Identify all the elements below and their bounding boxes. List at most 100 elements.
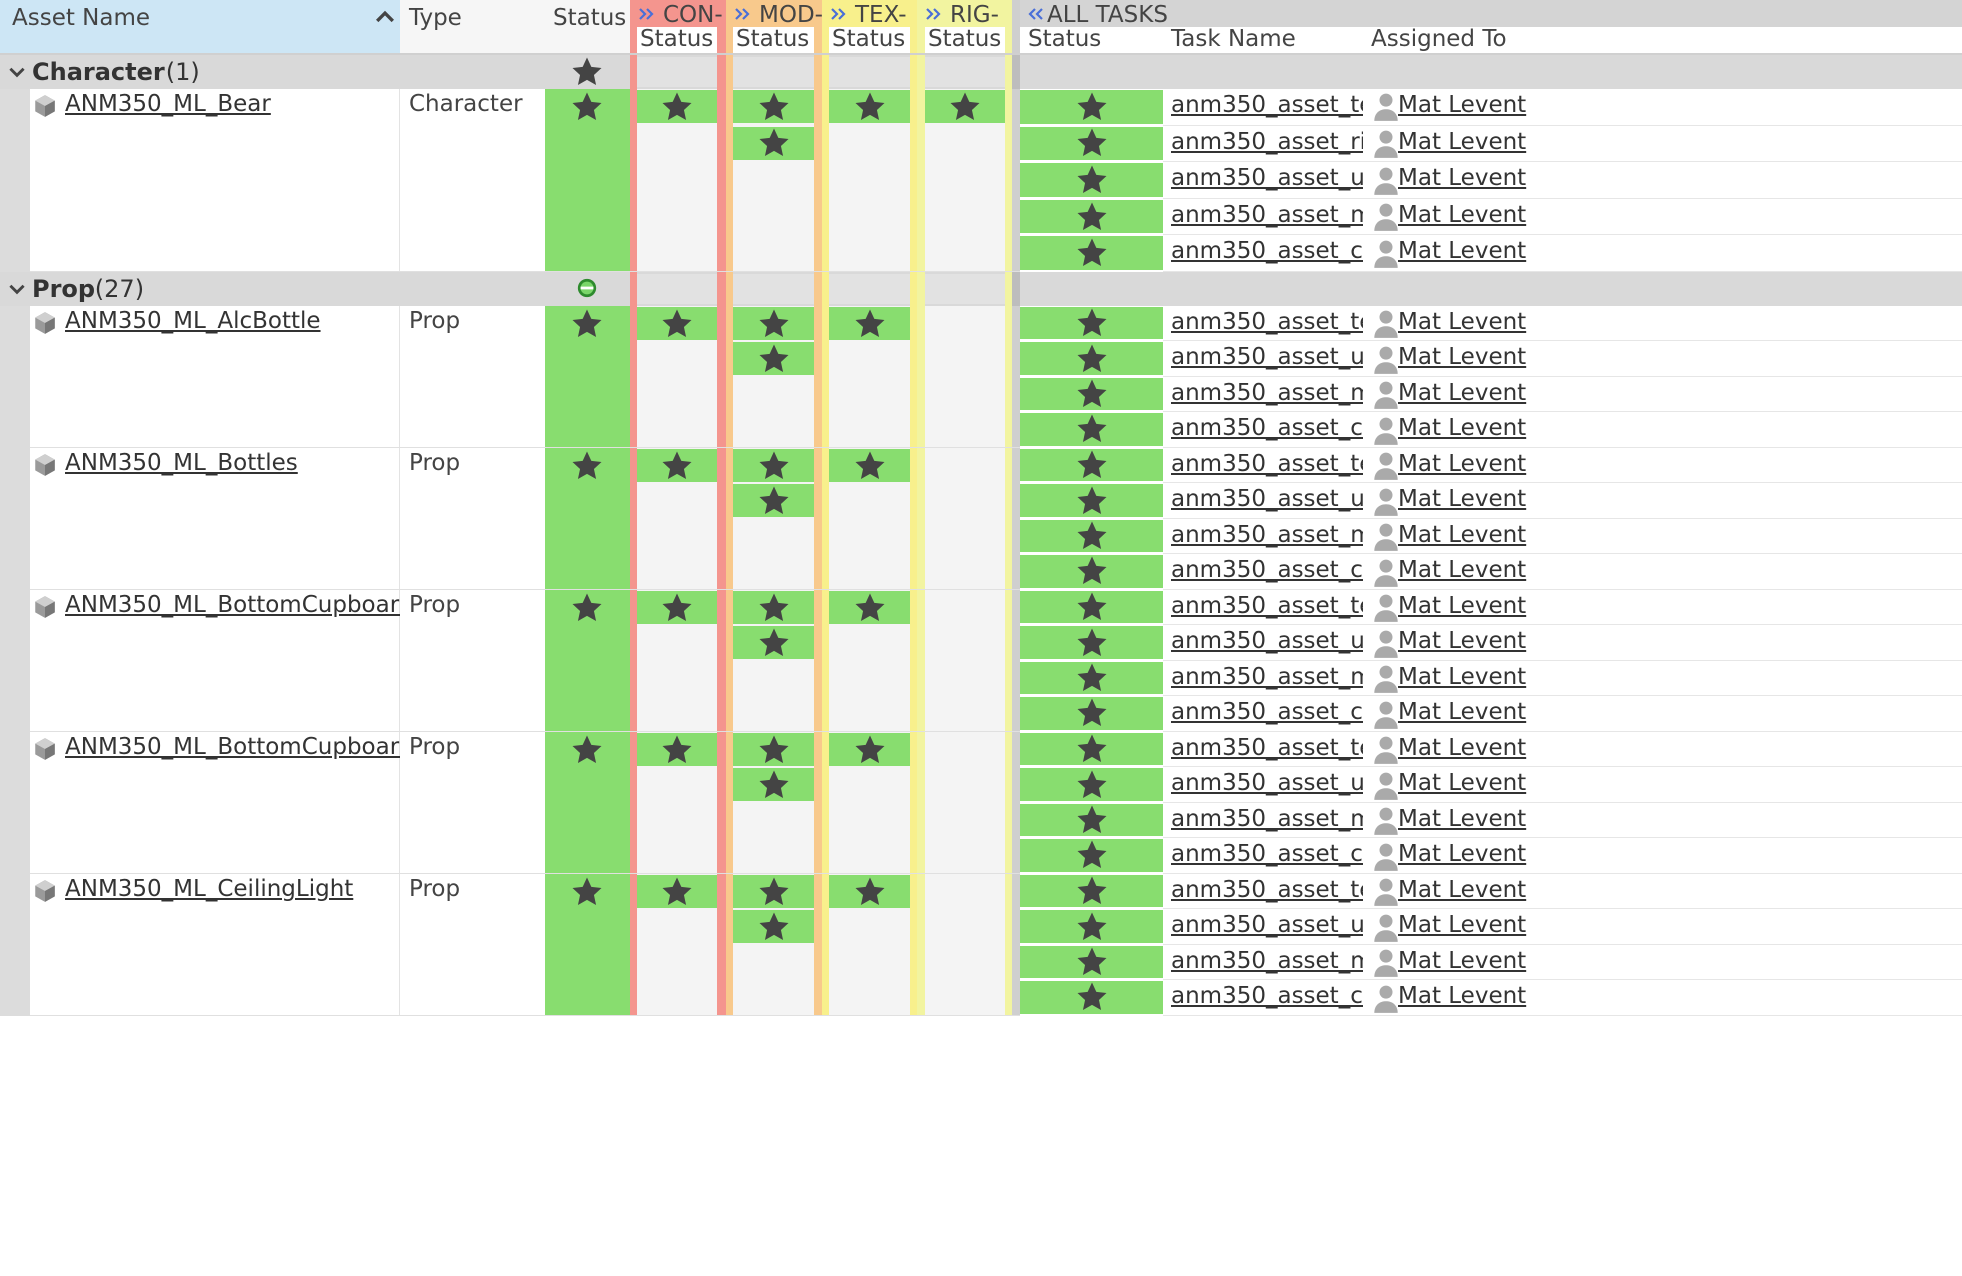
step-status-mod-extra[interactable]: [733, 910, 814, 944]
sort-ascending-icon[interactable]: [372, 4, 398, 30]
task-status-cell[interactable]: [1020, 626, 1163, 659]
task-status-cell[interactable]: [1020, 90, 1163, 124]
task-name-link[interactable]: anm350_asset_uv: [1171, 344, 1379, 371]
assignee-link[interactable]: Mat Levent: [1398, 451, 1527, 477]
collapse-tasks-icon[interactable]: [1024, 3, 1046, 25]
task-name-link[interactable]: anm350_asset_con: [1171, 557, 1392, 584]
assignee-link[interactable]: Mat Levent: [1398, 344, 1527, 371]
task-status-cell[interactable]: [1020, 733, 1163, 766]
step-status-mod-extra[interactable]: [733, 768, 814, 802]
assignee-link[interactable]: Mat Levent: [1398, 557, 1527, 584]
step-status-con[interactable]: [637, 307, 717, 340]
task-status-cell[interactable]: [1020, 591, 1163, 624]
task-status-cell[interactable]: [1020, 555, 1163, 588]
step-status-rig[interactable]: [925, 90, 1005, 123]
step-status-mod[interactable]: [733, 733, 814, 766]
asset-name-link[interactable]: ANM350_ML_BottomCupboard_01: [65, 592, 455, 618]
assignee-link[interactable]: Mat Levent: [1398, 201, 1527, 228]
step-status-tex[interactable]: [829, 591, 910, 624]
task-name-link[interactable]: anm350_asset_text: [1171, 593, 1396, 619]
step-status-tex[interactable]: [829, 733, 910, 766]
task-status-cell[interactable]: [1020, 839, 1163, 872]
task-name-link[interactable]: anm350_asset_text: [1171, 451, 1396, 477]
assignee-link[interactable]: Mat Levent: [1398, 912, 1527, 939]
task-status-cell[interactable]: [1020, 803, 1163, 837]
task-name-link[interactable]: anm350_asset_text: [1171, 877, 1396, 903]
pipeline-step-status-header[interactable]: [925, 27, 1005, 54]
step-status-mod[interactable]: [733, 307, 814, 340]
assignee-link[interactable]: Mat Levent: [1398, 593, 1527, 619]
assignee-link[interactable]: Mat Levent: [1398, 92, 1527, 118]
pipeline-step-status-header[interactable]: [829, 27, 910, 54]
asset-name-link[interactable]: ANM350_ML_CeilingLight: [65, 876, 354, 902]
step-status-con[interactable]: [637, 90, 717, 123]
step-status-mod-extra[interactable]: [733, 484, 814, 518]
assignee-link[interactable]: Mat Levent: [1398, 128, 1527, 155]
task-name-link[interactable]: anm350_asset_uv: [1171, 770, 1379, 797]
assignee-link[interactable]: Mat Levent: [1398, 947, 1527, 974]
step-status-tex[interactable]: [829, 307, 910, 340]
step-status-tex[interactable]: [829, 90, 910, 123]
asset-name-cell[interactable]: [30, 448, 400, 590]
step-status-con[interactable]: [637, 733, 717, 766]
task-name-link[interactable]: anm350_asset_rig: [1171, 128, 1381, 155]
assignee-link[interactable]: Mat Levent: [1398, 165, 1527, 192]
asset-name-cell[interactable]: [30, 732, 400, 874]
task-status-cell[interactable]: [1020, 981, 1163, 1014]
task-status-cell[interactable]: [1020, 307, 1163, 340]
asset-name-cell[interactable]: [30, 874, 400, 1016]
task-status-cell[interactable]: [1020, 236, 1163, 270]
step-status-mod-extra[interactable]: [733, 342, 814, 376]
assignee-link[interactable]: Mat Levent: [1398, 379, 1527, 406]
task-name-link[interactable]: anm350_asset_m...: [1171, 947, 1395, 974]
chevron-down-icon[interactable]: [6, 278, 28, 300]
asset-name-cell[interactable]: [30, 590, 400, 732]
asset-name-link[interactable]: ANM350_ML_AlcBottle: [65, 308, 321, 334]
step-status-tex[interactable]: [829, 875, 910, 908]
asset-name-link[interactable]: ANM350_ML_Bear: [65, 91, 271, 117]
task-status-cell[interactable]: [1020, 661, 1163, 695]
asset-name-link[interactable]: ANM350_ML_Bottles: [65, 450, 298, 476]
task-name-link[interactable]: anm350_asset_con: [1171, 415, 1392, 442]
assignee-link[interactable]: Mat Levent: [1398, 238, 1527, 265]
asset-name-link[interactable]: ANM350_ML_BottomCupboard_02: [65, 734, 455, 760]
task-status-cell[interactable]: [1020, 484, 1163, 517]
task-status-cell[interactable]: [1020, 377, 1163, 411]
asset-name-cell[interactable]: [30, 306, 400, 448]
task-name-link[interactable]: anm350_asset_m...: [1171, 379, 1395, 406]
task-status-cell[interactable]: [1020, 768, 1163, 801]
task-name-link[interactable]: anm350_asset_uv: [1171, 486, 1379, 513]
task-name-link[interactable]: anm350_asset_con: [1171, 238, 1392, 265]
chevron-down-icon[interactable]: [6, 61, 28, 83]
assignee-link[interactable]: Mat Levent: [1398, 309, 1527, 335]
assignee-link[interactable]: Mat Levent: [1398, 770, 1527, 797]
task-status-cell[interactable]: [1020, 163, 1163, 197]
assignee-link[interactable]: Mat Levent: [1398, 415, 1527, 442]
task-status-cell[interactable]: [1020, 413, 1163, 446]
all-tasks-header[interactable]: [1020, 0, 1962, 27]
assignee-link[interactable]: Mat Levent: [1398, 628, 1527, 655]
task-status-cell[interactable]: [1020, 342, 1163, 375]
expand-step-icon[interactable]: [828, 3, 850, 25]
column-header-type[interactable]: [400, 0, 545, 54]
step-status-con[interactable]: [637, 875, 717, 908]
task-name-link[interactable]: anm350_asset_text: [1171, 309, 1396, 335]
step-status-mod[interactable]: [733, 90, 814, 123]
assignee-link[interactable]: Mat Levent: [1398, 735, 1527, 761]
task-name-link[interactable]: anm350_asset_uv: [1171, 912, 1379, 939]
step-status-con[interactable]: [637, 449, 717, 482]
assignee-link[interactable]: Mat Levent: [1398, 983, 1527, 1010]
task-status-cell[interactable]: [1020, 199, 1163, 234]
column-header-asset-name[interactable]: [0, 0, 400, 54]
step-status-mod[interactable]: [733, 875, 814, 908]
task-status-cell[interactable]: [1020, 910, 1163, 943]
task-name-link[interactable]: anm350_asset_con: [1171, 699, 1392, 726]
column-header-assigned-to[interactable]: [1363, 27, 1962, 54]
task-status-cell[interactable]: [1020, 126, 1163, 161]
task-status-cell[interactable]: [1020, 519, 1163, 553]
column-header-task-name[interactable]: [1163, 27, 1363, 54]
task-name-link[interactable]: anm350_asset_uv: [1171, 165, 1379, 192]
assignee-link[interactable]: Mat Levent: [1398, 699, 1527, 726]
expand-step-icon[interactable]: [636, 3, 658, 25]
task-status-cell[interactable]: [1020, 449, 1163, 482]
